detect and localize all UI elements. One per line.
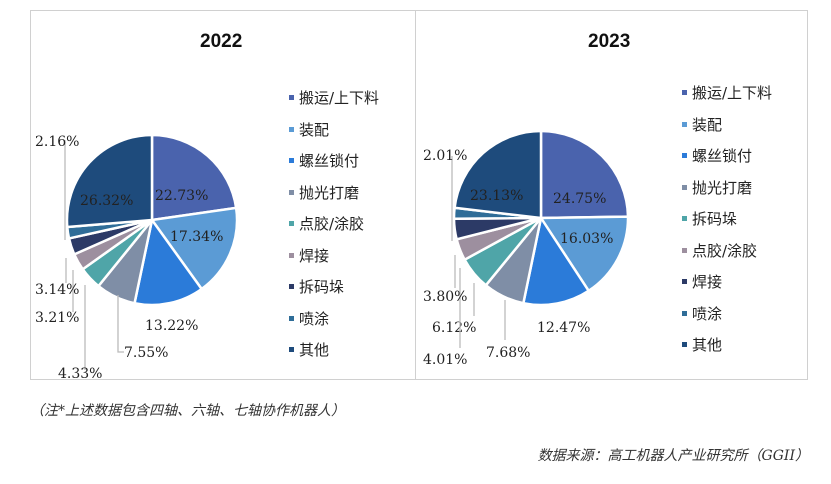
pie-slice	[133, 216, 204, 307]
legend-label: 搬运/上下料	[299, 89, 380, 108]
legend-label: 点胶/涂胶	[299, 215, 365, 234]
legend-item: 焊接	[289, 240, 379, 272]
legend-label: 装配	[692, 115, 723, 134]
data-label: 23.13%	[470, 188, 523, 204]
data-label: 2.16%	[35, 134, 79, 150]
data-label: 26.32%	[80, 193, 133, 209]
legend-label: 喷涂	[692, 304, 723, 323]
chart-title-2023: 2023	[588, 31, 631, 52]
data-label: 4.01%	[423, 352, 467, 368]
data-label: 3.14%	[35, 282, 79, 298]
legend-item: 装配	[682, 109, 772, 141]
legend-label: 焊接	[692, 273, 723, 292]
data-label: 3.21%	[35, 310, 79, 326]
pie-slice	[149, 206, 239, 291]
pie-slice	[539, 129, 630, 220]
legend-label: 装配	[299, 120, 330, 139]
legend-label: 拆码垛	[692, 210, 738, 229]
legend-swatch	[289, 221, 294, 227]
legend-swatch	[682, 247, 687, 253]
data-label: 13.22%	[145, 318, 198, 334]
legend-label: 螺丝锁付	[692, 147, 753, 166]
data-label: 7.68%	[486, 345, 530, 361]
legend-label: 抛光打磨	[299, 183, 360, 202]
legend-swatch	[289, 252, 294, 258]
legend-item: 拆码垛	[682, 203, 772, 235]
legend-label: 其他	[299, 341, 330, 360]
legend-swatch	[289, 315, 294, 321]
legend-item: 喷涂	[682, 298, 772, 330]
legend-swatch	[682, 342, 687, 348]
legend-label: 抛光打磨	[692, 178, 753, 197]
legend-swatch	[682, 184, 687, 190]
legend-item: 螺丝锁付	[682, 140, 772, 172]
legend-item: 搬运/上下料	[289, 82, 379, 114]
data-label: 2.01%	[423, 148, 467, 164]
legend-item: 抛光打磨	[682, 172, 772, 204]
pie-slice	[521, 214, 591, 307]
chart-panel-2023	[415, 10, 808, 380]
legend-item: 搬运/上下料	[682, 77, 772, 109]
legend-item: 喷涂	[289, 303, 379, 335]
legend-item: 装配	[289, 114, 379, 146]
legend-label: 焊接	[299, 246, 330, 265]
legend-label: 搬运/上下料	[692, 84, 773, 103]
legend-item: 其他	[289, 334, 379, 366]
data-label: 3.80%	[423, 289, 467, 305]
data-label: 4.33%	[58, 366, 102, 382]
leader-line	[117, 295, 124, 353]
legend-swatch	[682, 153, 687, 159]
data-label: 6.12%	[432, 320, 476, 336]
legend-item: 其他	[682, 329, 772, 361]
legend-swatch	[289, 189, 294, 195]
legend-2023: 搬运/上下料 装配螺丝锁付抛光打磨拆码垛点胶/涂胶焊接喷涂其他	[682, 77, 772, 361]
legend-item: 抛光打磨	[289, 177, 379, 209]
legend-swatch	[289, 95, 294, 101]
pie-slice	[150, 133, 238, 222]
data-label: 24.75%	[553, 191, 606, 207]
legend-label: 点胶/涂胶	[692, 241, 758, 260]
legend-label: 喷涂	[299, 309, 330, 328]
legend-swatch	[289, 126, 294, 132]
legend-item: 拆码垛	[289, 271, 379, 303]
legend-label: 拆码垛	[299, 278, 345, 297]
legend-swatch	[289, 284, 294, 290]
legend-2022: 搬运/上下料 装配螺丝锁付抛光打磨点胶/涂胶焊接拆码垛喷涂其他	[289, 82, 379, 366]
footnote: （注*上述数据包含四轴、六轴、七轴协作机器人）	[30, 403, 345, 419]
data-label: 17.34%	[170, 229, 223, 245]
legend-swatch	[682, 279, 687, 285]
legend-item: 焊接	[682, 266, 772, 298]
chart-title-2022: 2022	[200, 31, 243, 52]
legend-swatch	[682, 310, 687, 316]
data-label: 7.55%	[124, 345, 168, 361]
legend-item: 点胶/涂胶	[682, 235, 772, 267]
legend-swatch	[289, 347, 294, 353]
data-source: 数据来源：高工机器人产业研究所（GGII）	[537, 448, 809, 464]
data-label: 16.03%	[560, 231, 613, 247]
legend-item: 点胶/涂胶	[289, 208, 379, 240]
legend-item: 螺丝锁付	[289, 145, 379, 177]
legend-swatch	[682, 90, 687, 96]
legend-swatch	[682, 216, 687, 222]
legend-swatch	[682, 121, 687, 127]
legend-label: 其他	[692, 336, 723, 355]
pie-slice	[65, 133, 154, 229]
data-label: 12.47%	[537, 320, 590, 336]
data-label: 22.73%	[155, 188, 208, 204]
legend-label: 螺丝锁付	[299, 152, 360, 171]
pie-slice	[538, 215, 630, 293]
pie-slice	[453, 129, 543, 220]
legend-swatch	[289, 158, 294, 164]
